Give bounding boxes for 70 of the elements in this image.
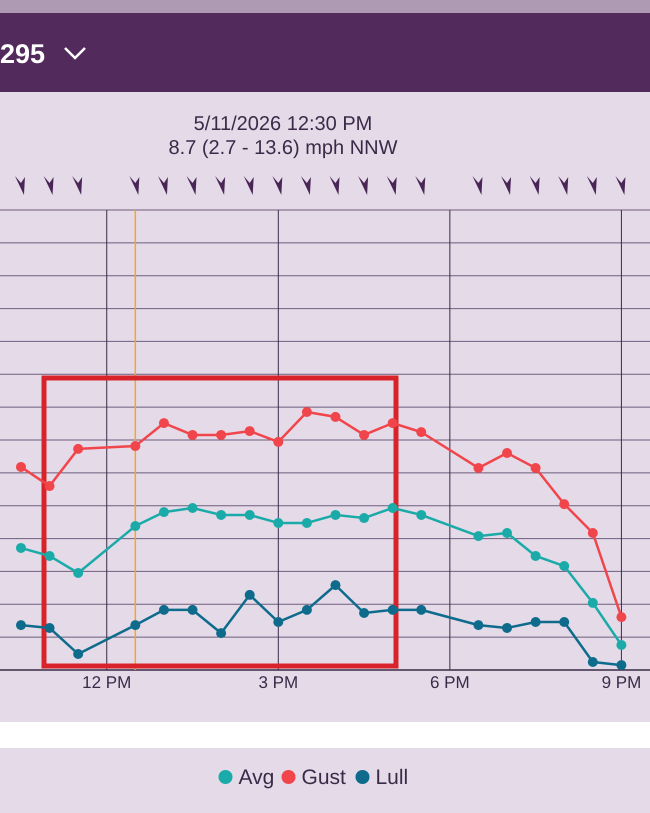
point	[559, 617, 570, 628]
chart-subtitle: 8.7 (2.7 - 13.6) mph NNW	[168, 137, 398, 159]
point	[330, 580, 340, 590]
point	[302, 604, 312, 615]
point	[273, 617, 284, 628]
point	[616, 612, 626, 622]
point	[244, 510, 255, 520]
point	[244, 590, 255, 600]
point	[130, 620, 140, 630]
point	[188, 604, 198, 615]
point	[588, 528, 598, 538]
point	[416, 427, 426, 438]
point	[530, 617, 541, 628]
point	[502, 448, 512, 458]
point	[216, 510, 226, 520]
point	[273, 518, 284, 528]
point	[502, 622, 512, 633]
chart-title: 5/11/2026 12:30 PM	[194, 113, 372, 135]
point	[359, 513, 370, 524]
point	[273, 436, 284, 447]
point	[473, 531, 484, 542]
legend-label: Avg	[238, 766, 274, 789]
point	[44, 622, 55, 633]
point	[502, 528, 512, 538]
point	[388, 502, 398, 513]
point	[530, 462, 541, 473]
point	[359, 430, 370, 440]
point	[616, 640, 626, 650]
point	[416, 604, 426, 615]
point	[130, 441, 140, 452]
point	[244, 426, 255, 436]
point	[188, 502, 198, 513]
point	[16, 620, 26, 630]
point	[530, 550, 541, 561]
point	[359, 608, 370, 618]
legend-label: Lull	[376, 766, 408, 789]
text: 295	[0, 39, 46, 69]
point	[158, 418, 169, 428]
point	[16, 542, 26, 553]
point	[416, 510, 426, 520]
point	[130, 521, 140, 532]
point	[158, 604, 169, 615]
point	[16, 462, 26, 472]
point	[559, 561, 570, 572]
point	[588, 657, 598, 667]
point	[588, 598, 598, 608]
x-tick-label: 3 PM	[258, 673, 298, 692]
point	[158, 507, 169, 518]
point	[330, 412, 340, 422]
point	[330, 510, 340, 520]
point	[302, 407, 312, 417]
point	[473, 620, 484, 630]
point	[73, 444, 84, 454]
point	[44, 481, 55, 492]
x-tick-label: 9 PM	[602, 673, 642, 692]
point	[188, 430, 198, 440]
legend-label: Gust	[302, 766, 346, 789]
point	[44, 550, 55, 561]
point	[616, 660, 626, 670]
point	[216, 430, 226, 440]
point	[559, 499, 570, 510]
point	[473, 462, 484, 473]
point	[73, 568, 84, 578]
point	[73, 649, 84, 660]
point	[302, 518, 312, 528]
point	[216, 628, 226, 638]
point	[388, 604, 398, 615]
x-tick-label: 12 PM	[82, 673, 132, 692]
point	[388, 418, 398, 428]
x-tick-label: 6 PM	[430, 673, 470, 692]
